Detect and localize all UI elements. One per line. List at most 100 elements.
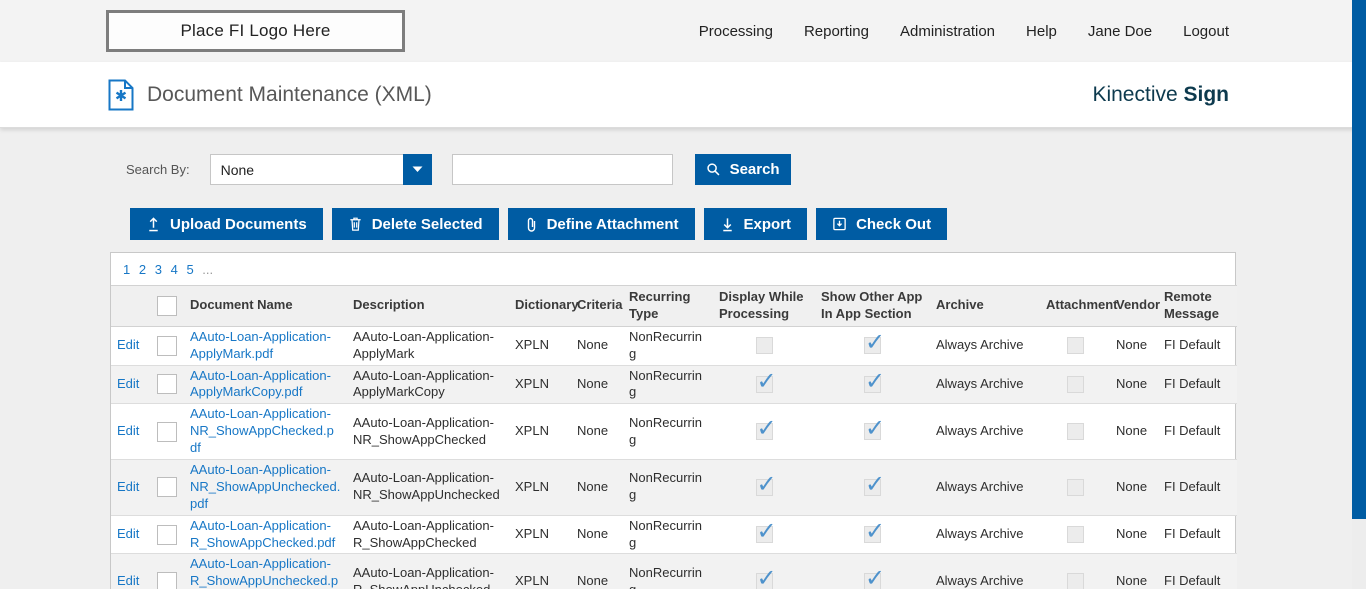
document-name-link[interactable]: AAuto-Loan-Application-R_ShowAppChecked.…: [190, 517, 336, 550]
search-input[interactable]: [451, 154, 673, 185]
document-name-link[interactable]: AAuto-Loan-Application-NR_ShowAppChecked…: [190, 406, 334, 456]
col-header-recurring-type: Recurring Type: [623, 285, 713, 327]
edit-link[interactable]: Edit: [117, 526, 140, 542]
attachment-checkbox: [1066, 375, 1084, 393]
show-other-app-checkbox: [864, 516, 885, 547]
archive-cell: Always Archive: [930, 403, 1040, 461]
table-row: Edit AAuto-Loan-Application-R_ShowAppUnch…: [111, 553, 1237, 589]
table-row: Edit AAuto-Loan-Application-NR_ShowAppUnc…: [111, 459, 1237, 516]
page-link-1[interactable]: 1: [123, 262, 131, 277]
remote-message-cell: FI Default: [1158, 326, 1237, 366]
display-while-processing-checkbox: [755, 516, 777, 547]
recurring-type-cell: NonRecurring: [623, 515, 713, 555]
recurring-type-cell: NonRecurring: [623, 326, 713, 366]
table-row: Edit AAuto-Loan-Application-R_ShowAppChec…: [111, 515, 1237, 555]
nav-reporting[interactable]: Reporting: [803, 22, 869, 40]
row-checkbox[interactable]: [157, 524, 177, 545]
archive-cell: Always Archive: [930, 553, 1040, 589]
page-scrollbar[interactable]: [1352, 0, 1366, 589]
check-out-button[interactable]: Check Out: [816, 208, 948, 240]
search-icon: [706, 163, 720, 176]
table-header-row: Document Name Description Dictionary Cri…: [111, 285, 1237, 327]
export-button[interactable]: Export: [703, 208, 808, 240]
row-checkbox[interactable]: [157, 374, 177, 395]
archive-cell: Always Archive: [930, 365, 1040, 405]
search-by-label: Search By:: [126, 162, 190, 177]
page-link-4[interactable]: 4: [170, 262, 178, 277]
vendor-cell: None: [1110, 326, 1158, 366]
description-cell: AAuto-Loan-Application-R_ShowAppChecked: [347, 515, 509, 555]
criteria-cell: None: [571, 365, 623, 405]
show-other-app-checkbox: [864, 413, 885, 444]
document-name-link[interactable]: AAuto-Loan-Application-ApplyMark.pdf: [190, 328, 331, 361]
nav-help[interactable]: Help: [1026, 22, 1057, 40]
search-button[interactable]: Search: [694, 154, 791, 185]
description-cell: AAuto-Loan-Application-NR_ShowAppChecked: [347, 403, 509, 461]
edit-link[interactable]: Edit: [117, 337, 140, 353]
row-checkbox[interactable]: [157, 421, 177, 442]
document-name-link[interactable]: AAuto-Loan-Application-R_ShowAppUnchecke…: [190, 556, 339, 589]
description-cell: AAuto-Loan-Application-NR_ShowAppUncheck…: [347, 459, 509, 516]
check-out-icon: [833, 217, 846, 231]
criteria-cell: None: [571, 403, 623, 461]
show-other-app-checkbox: [864, 327, 885, 358]
row-checkbox[interactable]: [157, 477, 177, 498]
col-header-document-name: Document Name: [184, 285, 347, 327]
display-while-processing-checkbox: [755, 563, 777, 589]
vendor-cell: None: [1110, 365, 1158, 405]
show-other-app-checkbox: [864, 469, 885, 500]
edit-link[interactable]: Edit: [117, 423, 140, 439]
criteria-cell: None: [571, 553, 623, 589]
select-all-checkbox[interactable]: [157, 295, 177, 316]
search-by-select[interactable]: None: [209, 154, 432, 185]
scrollbar-thumb[interactable]: [1352, 0, 1366, 519]
row-checkbox[interactable]: [157, 335, 177, 356]
main-content: Search By: None Search Upload Documents: [0, 128, 1366, 589]
upload-documents-button[interactable]: Upload Documents: [130, 208, 323, 240]
delete-selected-button[interactable]: Delete Selected: [331, 208, 499, 240]
table-row: Edit AAuto-Loan-Application-NR_ShowAppChe…: [111, 403, 1237, 461]
page-link-3[interactable]: 3: [154, 262, 162, 277]
page-link-5[interactable]: 5: [186, 262, 194, 277]
remote-message-cell: FI Default: [1158, 365, 1237, 405]
pagination: 1 2 3 4 5 ...: [111, 253, 1235, 285]
dictionary-cell: XPLN: [509, 365, 571, 405]
display-while-processing-checkbox: [755, 413, 777, 444]
archive-cell: Always Archive: [930, 459, 1040, 516]
document-name-link[interactable]: AAuto-Loan-Application-ApplyMarkCopy.pdf: [190, 367, 331, 400]
nav-user[interactable]: Jane Doe: [1087, 22, 1153, 40]
paperclip-icon: [527, 217, 535, 232]
row-checkbox[interactable]: [157, 571, 177, 589]
fi-logo-placeholder: Place FI Logo Here: [106, 10, 405, 52]
criteria-cell: None: [571, 515, 623, 555]
col-header-edit: [111, 285, 151, 327]
table-row: Edit AAuto-Loan-Application-ApplyMarkCopy…: [111, 365, 1237, 405]
attachment-checkbox: [1066, 478, 1084, 496]
vendor-cell: None: [1110, 459, 1158, 516]
page-link-2[interactable]: 2: [138, 262, 147, 277]
brand-suffix: Sign: [1183, 82, 1230, 106]
table-row: Edit AAuto-Loan-Application-ApplyMark.pdf…: [111, 326, 1237, 366]
documents-table-container: 1 2 3 4 5 ... Document Name Description …: [110, 252, 1237, 589]
dictionary-cell: XPLN: [509, 403, 571, 461]
define-attachment-button[interactable]: Define Attachment: [507, 208, 695, 240]
document-maintenance-icon: [108, 79, 134, 110]
edit-link[interactable]: Edit: [117, 376, 140, 391]
dictionary-cell: XPLN: [509, 326, 571, 366]
nav-logout[interactable]: Logout: [1183, 22, 1229, 40]
edit-link[interactable]: Edit: [117, 573, 140, 589]
criteria-cell: None: [571, 326, 623, 366]
documents-table: Document Name Description Dictionary Cri…: [111, 285, 1237, 589]
attachment-checkbox: [1066, 423, 1084, 441]
nav-administration[interactable]: Administration: [899, 22, 996, 40]
edit-link[interactable]: Edit: [117, 478, 140, 494]
col-header-dictionary: Dictionary: [509, 285, 579, 327]
fi-logo-text: Place FI Logo Here: [180, 21, 331, 40]
col-header-archive: Archive: [930, 285, 1040, 327]
archive-cell: Always Archive: [930, 515, 1040, 555]
nav-processing[interactable]: Processing: [698, 22, 773, 40]
document-name-link[interactable]: AAuto-Loan-Application-NR_ShowAppUncheck…: [190, 462, 341, 511]
search-button-label: Search: [729, 161, 780, 178]
remote-message-cell: FI Default: [1158, 459, 1237, 516]
recurring-type-cell: NonRecurring: [623, 553, 713, 589]
